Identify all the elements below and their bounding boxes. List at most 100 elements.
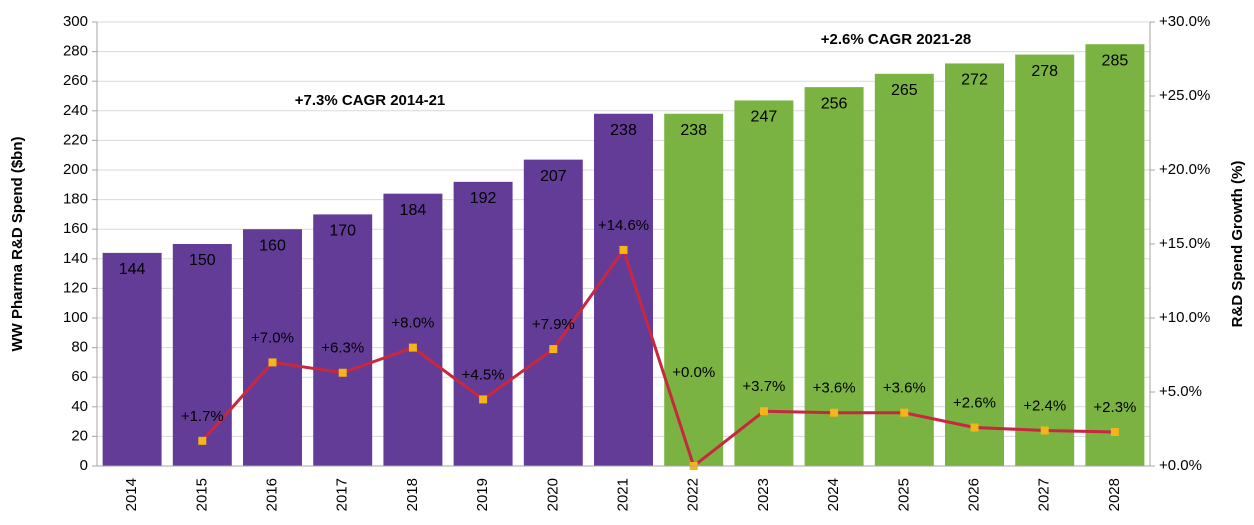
line-value-label: +7.0% [251, 329, 294, 346]
y2-tick-label: +25.0% [1159, 87, 1210, 104]
bar-value-label: 238 [680, 122, 707, 139]
line-value-label: +3.6% [813, 380, 856, 397]
bar [1015, 54, 1075, 467]
line-value-label: +4.5% [462, 366, 505, 383]
x-tick-label: 2021 [614, 478, 631, 511]
y-tick-label: 260 [63, 72, 88, 89]
line-value-label: +1.7% [181, 408, 224, 425]
line-value-label: +2.3% [1093, 399, 1136, 416]
line-marker [1040, 426, 1049, 435]
bar-value-label: 207 [540, 168, 567, 185]
y-tick-label: 140 [63, 250, 88, 267]
bar-value-label: 144 [119, 261, 146, 278]
bar [594, 113, 653, 466]
bar-value-label: 247 [751, 109, 778, 126]
x-tick-label: 2026 [965, 478, 982, 511]
bar [523, 159, 583, 466]
x-tick-label: 2019 [474, 478, 491, 511]
x-tick-label: 2015 [193, 478, 210, 511]
bar [313, 214, 373, 466]
line-marker [549, 345, 558, 354]
y2-tick-label: +30.0% [1159, 13, 1210, 30]
bar [383, 193, 443, 466]
y-tick-label: 200 [63, 161, 88, 178]
y-tick-label: 160 [63, 220, 88, 237]
bar [874, 73, 934, 467]
line-marker [198, 436, 207, 445]
line-marker [479, 395, 488, 404]
line-marker [268, 358, 277, 367]
bar-value-label: 150 [189, 252, 216, 269]
y-tick-label: 120 [63, 279, 88, 296]
x-tick-label: 2024 [825, 478, 842, 511]
bar [1085, 44, 1145, 466]
line-marker [408, 343, 417, 352]
annotation: +7.3% CAGR 2014-21 [295, 92, 446, 109]
bar-value-label: 278 [1031, 63, 1058, 80]
y-tick-label: 40 [71, 398, 88, 415]
bar-value-label: 160 [259, 237, 286, 254]
line-value-label: +6.3% [321, 340, 364, 357]
line-marker [619, 245, 628, 254]
bar [172, 244, 232, 466]
bar [243, 229, 302, 466]
line-marker [759, 407, 768, 416]
line-value-label: +2.4% [1023, 397, 1066, 414]
x-tick-label: 2025 [895, 478, 912, 511]
bar-value-label: 238 [610, 122, 637, 139]
y-tick-label: 180 [63, 191, 88, 208]
line-value-label: +14.6% [598, 217, 649, 234]
y-tick-label: 300 [63, 13, 88, 30]
bar-value-label: 272 [961, 72, 988, 89]
bar [945, 63, 1004, 466]
line-marker [830, 408, 839, 417]
x-tick-label: 2018 [404, 478, 421, 511]
line-marker [1110, 427, 1119, 436]
line-value-label: +3.7% [742, 378, 785, 395]
x-tick-label: 2014 [123, 478, 140, 511]
line-marker [900, 408, 909, 417]
x-tick-label: 2016 [263, 478, 280, 511]
x-tick-label: 2020 [544, 478, 561, 511]
y-tick-label: 80 [71, 339, 88, 356]
y2-tick-label: +15.0% [1159, 235, 1210, 252]
y-tick-label: 100 [63, 309, 88, 326]
line-value-label: +3.6% [883, 380, 926, 397]
y2-axis-label: R&D Spend Growth (%) [1229, 161, 1246, 328]
bar [664, 113, 724, 466]
y-tick-label: 20 [71, 427, 88, 444]
y-tick-label: 220 [63, 131, 88, 148]
x-tick-label: 2022 [685, 478, 702, 511]
line-value-label: +8.0% [391, 315, 434, 332]
line-value-label: +7.9% [532, 316, 575, 333]
bar [804, 87, 864, 467]
x-tick-label: 2028 [1106, 478, 1123, 511]
line-marker [970, 423, 979, 432]
bar-value-label: 192 [470, 190, 497, 207]
bar-value-label: 256 [821, 95, 848, 112]
bar-value-label: 285 [1102, 52, 1129, 69]
x-tick-label: 2017 [334, 478, 351, 511]
y-tick-label: 280 [63, 43, 88, 60]
x-tick-label: 2027 [1036, 478, 1053, 511]
line-value-label: +0.0% [672, 364, 715, 381]
annotation: +2.6% CAGR 2021-28 [821, 31, 972, 48]
bar-value-label: 265 [891, 82, 918, 99]
bar [734, 100, 794, 466]
bar-value-label: 170 [329, 223, 356, 240]
y-tick-label: 0 [80, 457, 88, 474]
y-tick-label: 60 [71, 368, 88, 385]
x-tick-label: 2023 [755, 478, 772, 511]
y-axis-label: WW Pharma R&D Spend ($bn) [9, 136, 26, 351]
y2-tick-label: +5.0% [1159, 383, 1202, 400]
y2-tick-label: +10.0% [1159, 309, 1210, 326]
line-marker [338, 368, 347, 377]
bar [453, 181, 513, 466]
line-value-label: +2.6% [953, 394, 996, 411]
bar-value-label: 184 [400, 202, 427, 219]
bar [102, 252, 162, 466]
y-tick-label: 240 [63, 102, 88, 119]
y2-tick-label: +20.0% [1159, 161, 1210, 178]
y2-tick-label: +0.0% [1159, 457, 1202, 474]
